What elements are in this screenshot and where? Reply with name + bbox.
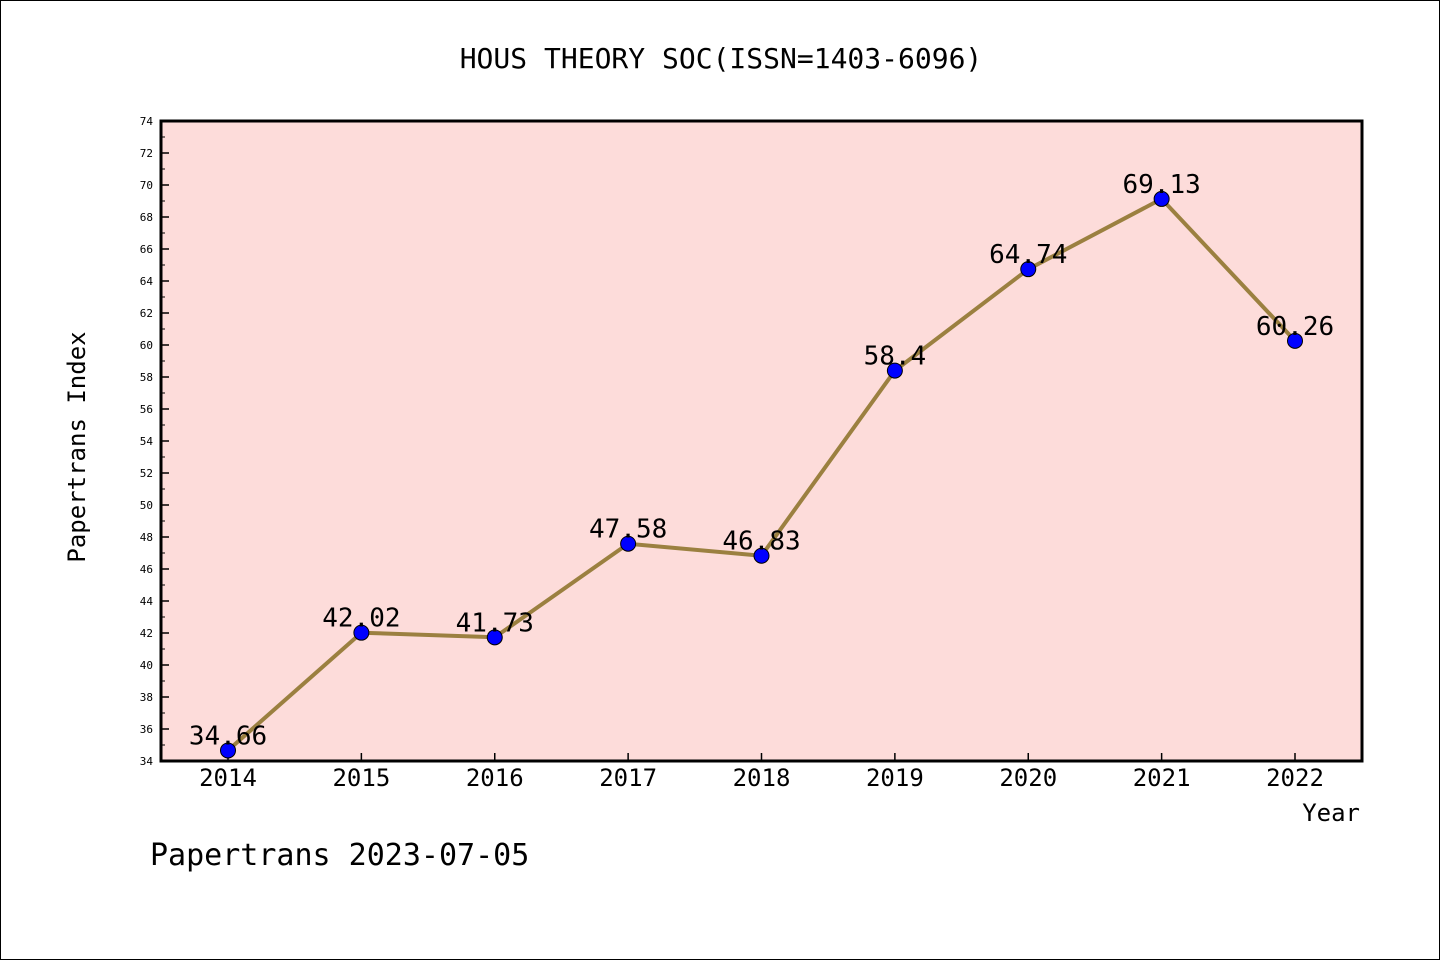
y-tick-label: 54	[140, 435, 154, 448]
y-tick-label: 40	[140, 659, 153, 672]
data-label: 34.66	[189, 721, 267, 751]
y-tick-label: 36	[140, 723, 153, 736]
data-label: 41.73	[456, 608, 534, 638]
data-point	[1020, 261, 1037, 278]
data-point	[753, 547, 770, 564]
y-tick-label: 48	[140, 531, 153, 544]
y-axis: 34 36 38 40 42 44 46 48 50 52 54 56 58 60 62 64 66 68 70 72…	[140, 115, 169, 768]
y-tick-label: 64	[140, 275, 154, 288]
y-tick-label: 58	[140, 371, 153, 384]
data-point	[353, 624, 370, 641]
data-markers	[220, 190, 1303, 759]
data-label: 46.83	[722, 527, 800, 557]
data-label: 42.02	[322, 604, 400, 634]
y-tick-label: 44	[140, 595, 154, 608]
y-tick-label: 72	[140, 147, 153, 160]
data-point	[1153, 190, 1170, 207]
data-label: 58.4	[864, 342, 927, 372]
y-tick-label: 60	[140, 339, 153, 352]
y-tick-label: 70	[140, 179, 153, 192]
y-tick-label: 38	[140, 691, 153, 704]
data-point	[1287, 332, 1303, 349]
y-tick-label: 68	[140, 211, 153, 224]
x-tick-label: 2021	[1133, 764, 1191, 792]
x-tick-label: 2019	[866, 764, 924, 792]
data-point	[220, 742, 236, 759]
data-point	[486, 629, 503, 646]
y-tick-label: 34	[140, 755, 154, 768]
chart-title: HOUS THEORY SOC(ISSN=1403-6096)	[460, 42, 983, 75]
footer-caption: Papertrans 2023-07-05	[150, 838, 529, 873]
y-tick-label: 62	[140, 307, 153, 320]
plot-area	[161, 121, 1362, 761]
x-tick-label: 2020	[999, 764, 1057, 792]
data-label: 64.74	[989, 240, 1067, 270]
data-point	[886, 362, 903, 379]
plot-border	[159, 119, 1364, 763]
x-axis: 2014 2015 2016 2017 2018 2019 2020 2021 2022	[199, 753, 1324, 792]
x-axis-title: Year	[1302, 799, 1360, 827]
x-tick-label: 2016	[466, 764, 524, 792]
data-point	[620, 535, 637, 552]
y-tick-label: 52	[140, 467, 153, 480]
y-tick-label: 66	[140, 243, 153, 256]
y-tick-label: 42	[140, 627, 153, 640]
x-tick-label: 2014	[199, 764, 257, 792]
x-tick-label: 2018	[733, 764, 791, 792]
x-tick-label: 2015	[332, 764, 390, 792]
y-axis-title: Papertrans Index	[63, 331, 91, 562]
data-label: 60.26	[1256, 312, 1334, 342]
y-tick-label: 74	[140, 115, 154, 128]
data-label: 69.13	[1122, 170, 1200, 200]
data-label: 47.58	[589, 515, 667, 545]
y-tick-label: 56	[140, 403, 153, 416]
x-tick-label: 2017	[599, 764, 657, 792]
y-tick-label: 46	[140, 563, 153, 576]
x-tick-label: 2022	[1266, 764, 1324, 792]
y-tick-label: 50	[140, 499, 153, 512]
data-labels: 34.66 42.02 41.73 47.58 46.83 58.4 64.74 69.13 6…	[189, 170, 1334, 752]
